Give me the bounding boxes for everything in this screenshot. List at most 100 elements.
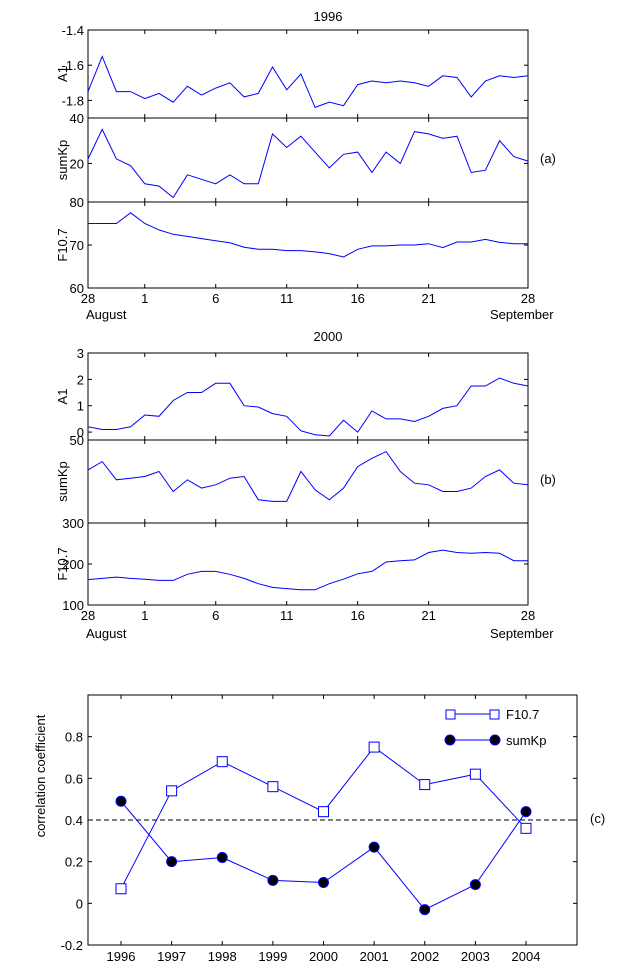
x-tick-label: 2001 [360, 949, 389, 964]
y-tick-label: 20 [70, 156, 84, 171]
y-tick-label: 100 [62, 598, 84, 613]
y-tick-label: 60 [70, 281, 84, 296]
legend-label-f107: F10.7 [506, 707, 539, 722]
y-tick-label: -0.2 [61, 938, 83, 953]
x-tick-label: 28 [81, 608, 95, 623]
x-sublabel-september-b: September [490, 626, 554, 641]
x-tick-label: 2004 [512, 949, 541, 964]
y-tick-label: -1.8 [62, 93, 84, 108]
data-point-f107 [216, 756, 228, 768]
x-tick-label: 6 [212, 291, 219, 306]
x-tick-label: 6 [212, 608, 219, 623]
x-tick-label: 11 [280, 291, 294, 306]
y-axis-label-b-sumkp: sumKp [55, 461, 70, 501]
data-point-f107 [318, 806, 329, 818]
series-line-a-f107 [88, 212, 528, 258]
data-point-f107 [267, 781, 279, 793]
series-line-a-sumkp [87, 128, 529, 199]
legend-marker-f107 [445, 709, 456, 720]
y-tick-label: -1.6 [62, 58, 84, 73]
axes-frame-b-sumkp [87, 439, 529, 524]
legend: F10.7 sumKp [440, 703, 560, 757]
y-tick-label: 0 [76, 896, 83, 911]
panel-tag-a: (a) [540, 151, 556, 166]
x-tick-label: 11 [280, 608, 294, 623]
panel-tag-c: (c) [590, 811, 605, 826]
y-axis-label-b-a1: A1 [55, 389, 70, 405]
x-sublabel-august-a: August [86, 307, 127, 322]
data-point-sumkp [469, 879, 481, 891]
y-axis-label-correlation: correlation coefficient [33, 714, 48, 837]
data-point-f107 [115, 883, 127, 895]
series-line-b-sumkp [87, 450, 529, 502]
y-tick-label: 50 [70, 433, 84, 448]
series-line-b-f107 [87, 549, 528, 591]
legend-label-sumkp: sumKp [506, 733, 546, 748]
x-tick-label: 1999 [258, 949, 287, 964]
data-point-sumkp [166, 856, 178, 868]
x-tick-label: 1998 [208, 949, 237, 964]
data-point-sumkp [318, 877, 329, 888]
y-tick-label: 200 [62, 557, 84, 572]
legend-marker-sumkp-end [489, 734, 501, 746]
y-tick-label: 70 [70, 238, 84, 253]
x-tick-label: 28 [81, 291, 95, 306]
legend-box [440, 703, 560, 757]
data-point-sumkp [520, 806, 532, 818]
y-tick-label: 0.4 [65, 813, 83, 828]
y-axis-label-a-f107: F10.7 [55, 228, 70, 261]
series-line-f107 [120, 746, 527, 890]
data-point-sumkp [368, 841, 380, 853]
legend-marker-sumkp [444, 734, 456, 746]
x-tick-label: 28 [521, 608, 535, 623]
y-tick-label: 0.2 [65, 855, 83, 870]
x-tick-label: 1 [141, 608, 148, 623]
y-tick-label: 0 [77, 425, 84, 440]
y-tick-label: 0.8 [65, 730, 83, 745]
series-line-b-a1 [87, 377, 529, 437]
axes-frame-a-a1 [87, 29, 529, 119]
data-point-sumkp [216, 852, 228, 863]
legend-marker-f107-end [489, 709, 500, 720]
y-tick-label: 0.6 [65, 771, 83, 786]
y-tick-label: 1 [77, 399, 84, 414]
y-tick-label: 300 [62, 516, 84, 531]
data-point-f107 [166, 785, 178, 797]
data-point-sumkp [267, 874, 279, 886]
x-tick-label: 21 [421, 291, 435, 306]
x-tick-label: 2003 [461, 949, 490, 964]
y-axis-label-b-f107: F10.7 [55, 547, 70, 580]
data-point-f107 [520, 822, 532, 834]
data-point-f107 [469, 768, 481, 780]
axes-frame-b-f107 [87, 522, 529, 606]
x-tick-label: 28 [521, 291, 535, 306]
axes-frame-b-a1 [87, 352, 529, 441]
y-axis-label-a-a1: A1 [55, 66, 70, 82]
x-tick-label: 16 [350, 291, 364, 306]
y-axis-label-a-sumkp: sumKp [55, 140, 70, 180]
axes-frame-a-sumkp [87, 117, 529, 203]
data-point-sumkp [419, 904, 431, 916]
y-tick-label: 2 [77, 372, 84, 387]
x-tick-label: 1 [141, 291, 148, 306]
data-point-sumkp [115, 795, 127, 807]
x-tick-label: 1996 [107, 949, 136, 964]
y-tick-label: 3 [77, 346, 84, 361]
y-tick-label: 40 [70, 111, 84, 126]
chart-title-2000: 2000 [314, 329, 343, 344]
series-line-a-a1 [87, 55, 529, 109]
axes-frame-a-f107 [87, 201, 529, 289]
x-tick-label: 2002 [410, 949, 439, 964]
x-tick-label: 1997 [157, 949, 186, 964]
data-point-f107 [419, 779, 431, 791]
x-tick-label: 2000 [309, 949, 338, 964]
data-point-f107 [368, 741, 380, 753]
x-tick-label: 21 [421, 608, 435, 623]
y-tick-label: -1.4 [62, 23, 84, 38]
y-tick-label: 80 [70, 195, 84, 210]
series-line-sumkp [120, 800, 527, 911]
panel-tag-b: (b) [540, 472, 556, 487]
x-sublabel-september-a: September [490, 307, 554, 322]
